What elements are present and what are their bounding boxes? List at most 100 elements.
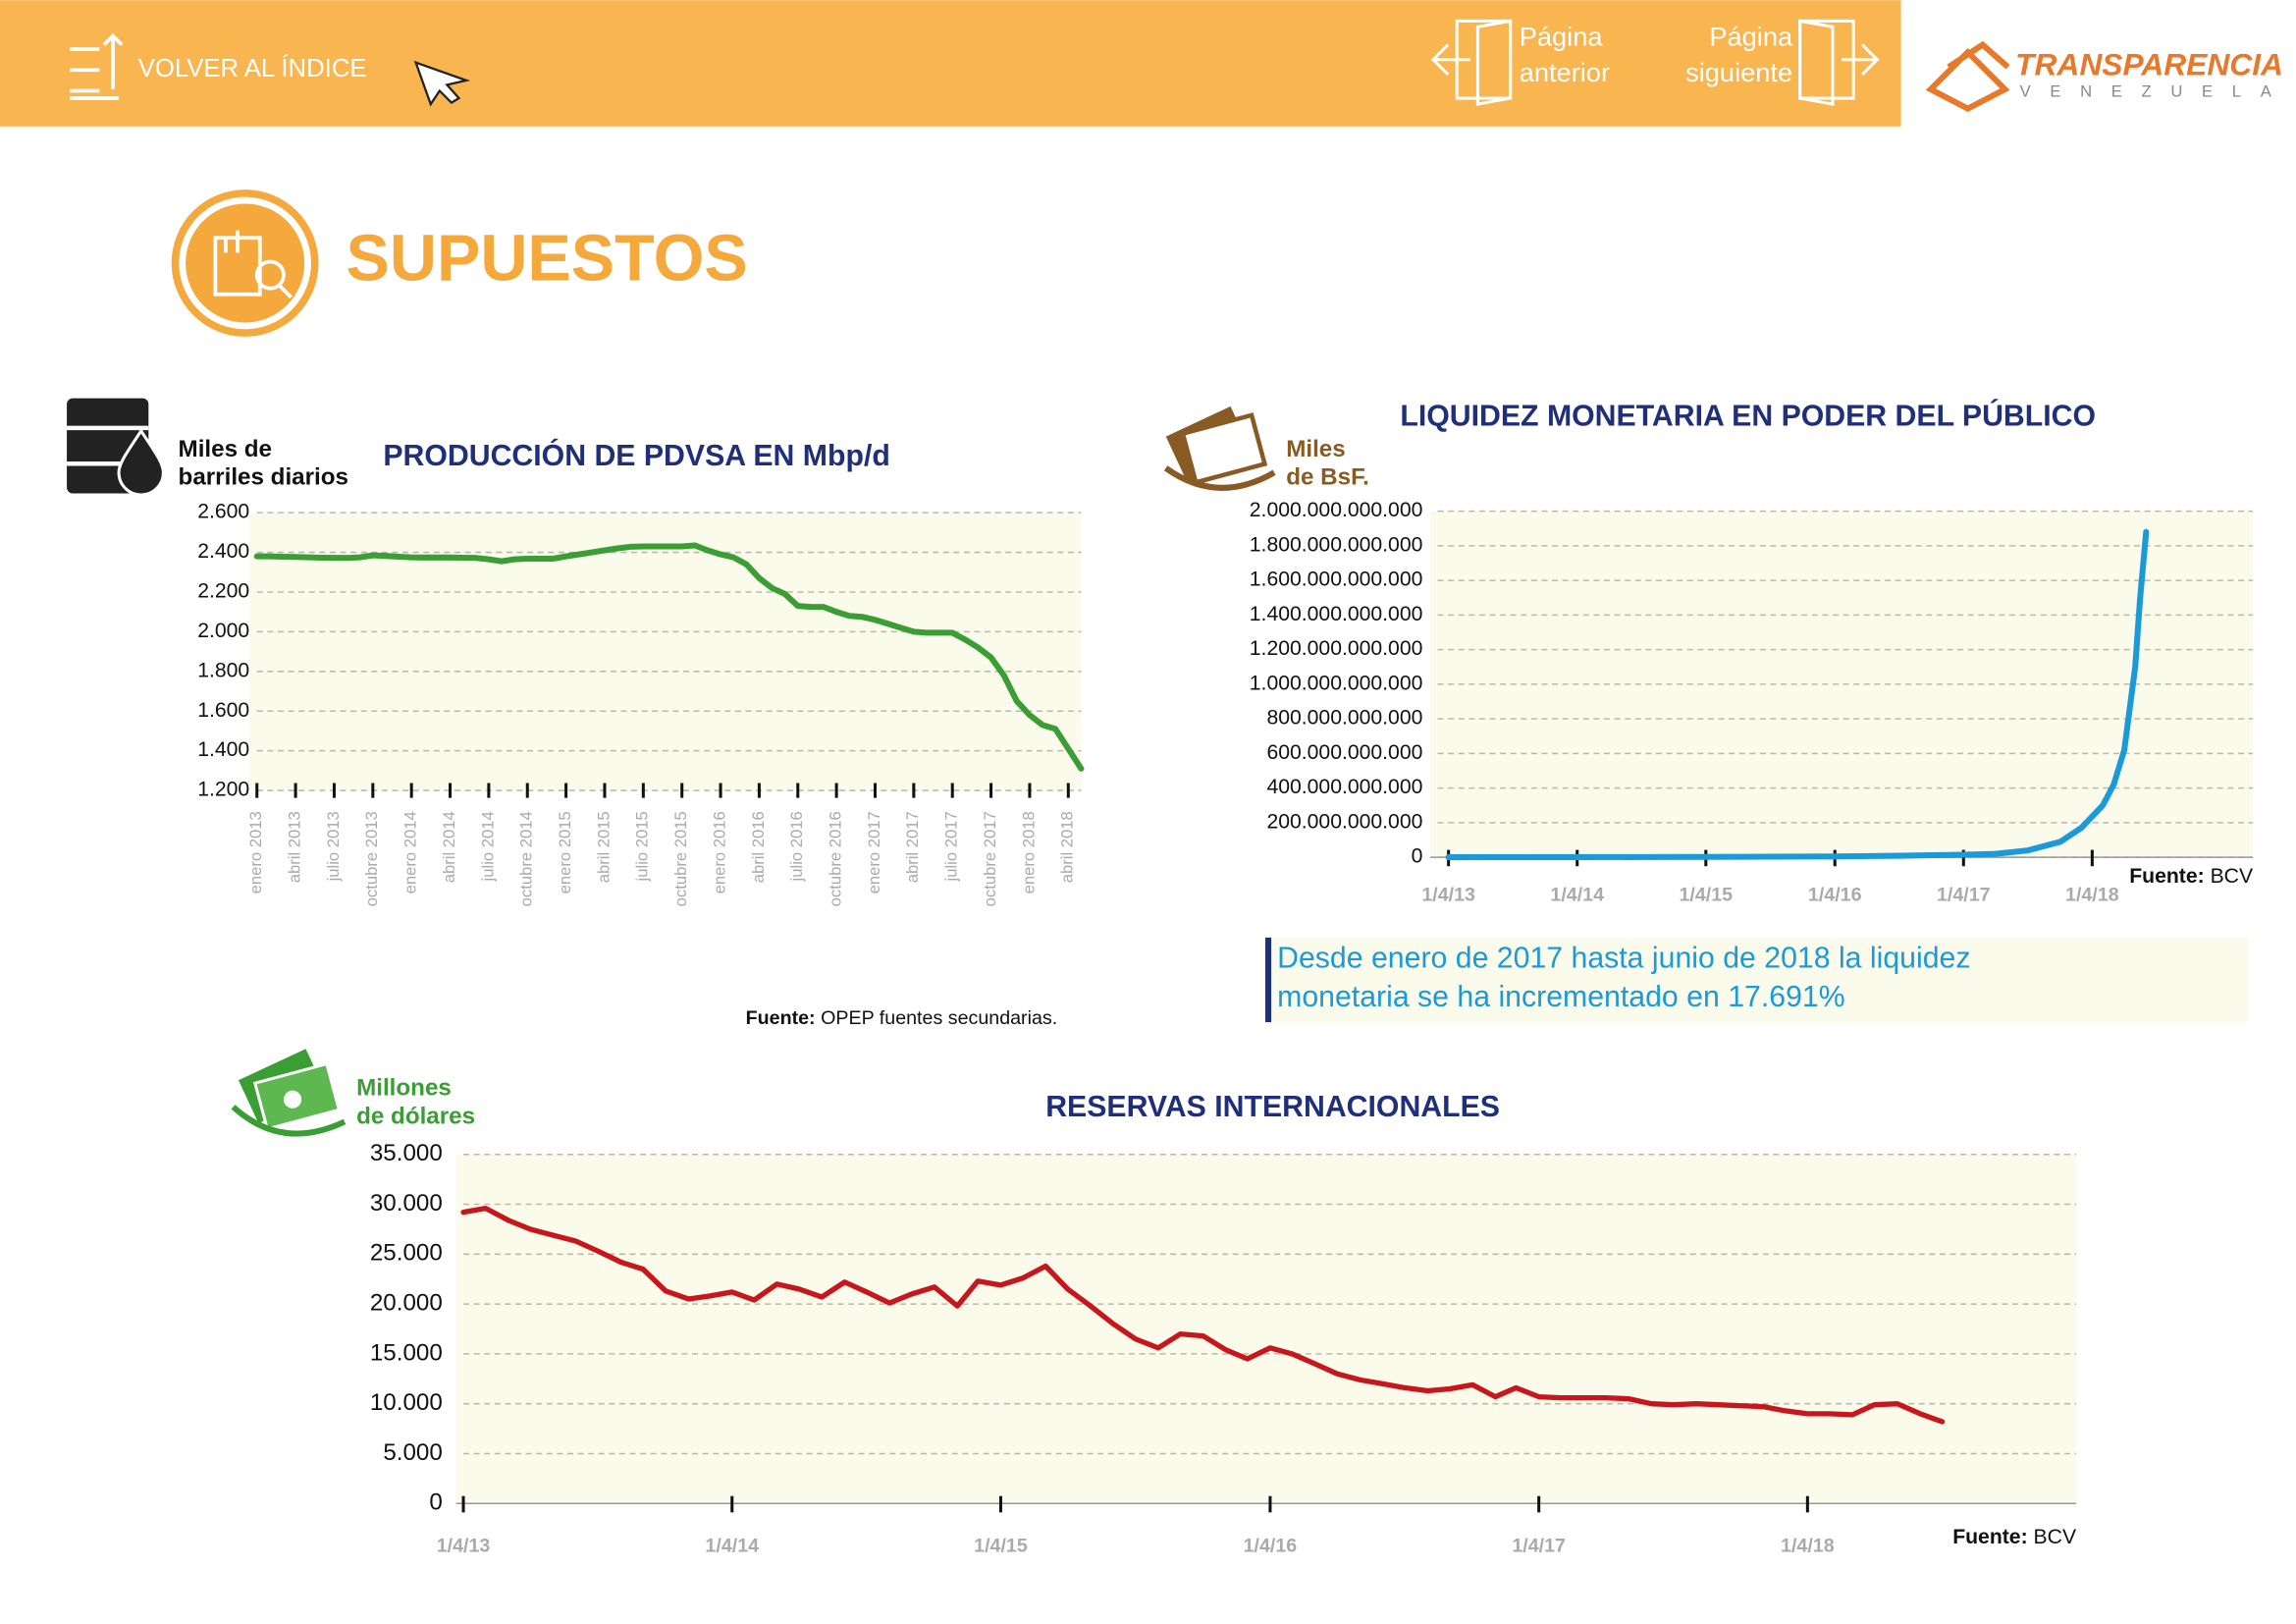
y-axis-label: Miles de [179,436,272,462]
source-part: Fuente: [2129,864,2204,887]
y-tick-label: 0 [1412,845,1423,868]
y-tick-label: 1.200.000.000.000 [1250,637,1423,660]
y-tick-label: 1.600 [197,699,249,722]
next-label[interactable]: Página [1709,22,1793,52]
prev-icon[interactable] [1430,19,1513,106]
y-tick-label: 30.000 [370,1190,443,1217]
barrel-icon [67,398,165,497]
x-tick-label: abril 2013 [285,811,303,883]
x-tick-label: julio 2016 [787,811,806,882]
bills-icon [1163,406,1276,491]
logo-icon [1925,40,2010,113]
y-tick-label: 2.000 [197,620,249,642]
x-tick-label: 1/4/16 [1808,885,1862,906]
y-axis-label: de BsF. [1286,464,1369,491]
source-part: OPEP fuentes secundarias. [821,1007,1057,1029]
x-tick-label: enero 2017 [865,811,883,893]
cursor-icon [413,60,471,107]
next-icon[interactable] [1798,19,1880,106]
source-part: Fuente: [1952,1526,2027,1548]
prev-label[interactable]: anterior [1520,57,1610,87]
y-tick-label: 800.000.000.000 [1266,707,1422,730]
back-link[interactable]: VOLVER AL ÍNDICE [138,54,367,82]
chart-title: PRODUCCIÓN DE PDVSA EN Mbp/d [383,439,890,472]
x-tick-label: abril 2016 [749,811,768,883]
chart-title: LIQUIDEZ MONETARIA EN PODER DEL PÚBLICO [1400,399,2096,432]
x-tick-label: abril 2015 [594,811,613,883]
y-tick-label: 400.000.000.000 [1266,776,1422,798]
logo-name: TRANSPARENCIA [2015,47,2283,82]
x-tick-label: octubre 2017 [981,811,999,906]
source-part: BCV [2034,1526,2077,1548]
data-line [1445,528,2150,861]
x-tick-label: 1/4/16 [1244,1535,1298,1556]
x-tick-label: abril 2017 [903,811,922,883]
note-bar [1265,937,1272,1023]
x-tick-label: enero 2014 [401,811,420,893]
next-label[interactable]: siguiente [1685,57,1792,87]
x-tick-label: enero 2016 [710,811,728,893]
chart-title: RESERVAS INTERNACIONALES [1045,1091,1500,1123]
x-tick-label: enero 2018 [1019,811,1038,893]
y-tick-label: 1.400 [197,738,249,761]
x-tick-label: 1/4/14 [705,1535,759,1556]
y-tick-label: 200.000.000.000 [1266,810,1422,833]
section-icon-glyph [213,230,293,299]
header-bar [0,0,1901,127]
source: Fuente: BCV [2129,864,2254,887]
x-tick-label: 1/4/13 [1421,885,1475,906]
y-tick-label: 10.000 [370,1389,443,1416]
logo-subname: VENEZUELA [2020,81,2291,100]
section-icon [186,203,305,323]
y-axis-label: Millones [356,1075,452,1102]
x-tick-label: 1/4/15 [974,1535,1028,1556]
note-text: monetaria se ha incrementado en 17.691% [1277,981,1844,1013]
x-tick-label: octubre 2014 [517,811,536,906]
x-tick-label: octubre 2015 [671,811,690,906]
y-tick-label: 2.600 [197,501,249,523]
source: Fuente: BCV [1952,1526,2077,1548]
prev-label[interactable]: Página [1520,22,1604,52]
x-tick-label: octubre 2016 [827,811,845,906]
y-tick-label: 1.800 [197,659,249,681]
x-tick-label: enero 2015 [556,811,574,893]
x-tick-label: julio 2013 [324,811,343,882]
x-tick-label: 1/4/18 [2065,885,2119,906]
y-tick-label: 5.000 [383,1439,443,1466]
y-axis-label: barriles diarios [179,464,348,491]
x-tick-label: octubre 2013 [362,811,381,906]
y-tick-label: 1.400.000.000.000 [1250,603,1423,625]
x-tick-label: 1/4/13 [437,1535,491,1556]
y-tick-label: 35.000 [370,1140,443,1166]
x-tick-label: enero 2013 [246,811,265,893]
y-tick-label: 1.800.000.000.000 [1250,533,1423,556]
data-line [460,1205,1946,1425]
section-title: SUPUESTOS [347,223,748,296]
dollars-icon [231,1049,347,1137]
section-icon-ring [171,189,319,337]
source-part: Fuente: [746,1007,816,1029]
x-tick-label: 1/4/18 [1781,1535,1835,1556]
y-tick-label: 15.000 [370,1339,443,1366]
x-tick-label: abril 2018 [1058,811,1077,883]
y-tick-label: 600.000.000.000 [1266,741,1422,764]
y-tick-label: 2.000.000.000.000 [1250,499,1423,521]
back-icon[interactable] [70,32,124,100]
note-text: Desde enero de 2017 hasta junio de 2018 … [1277,943,1970,975]
y-axis-label: de dólares [356,1103,475,1129]
y-tick-label: 25.000 [370,1240,443,1267]
data-line [253,542,1085,772]
x-tick-label: 1/4/17 [1937,885,1991,906]
plot-area [455,1154,2077,1504]
x-tick-label: julio 2015 [633,811,652,882]
note-box [1265,937,2249,1023]
y-tick-label: 20.000 [370,1289,443,1316]
y-axis-label: Miles [1286,436,1346,462]
source: Fuente: OPEP fuentes secundarias. [746,1007,1058,1029]
x-tick-label: julio 2014 [478,811,497,882]
y-tick-label: 2.200 [197,580,249,603]
y-tick-label: 1.000.000.000.000 [1250,672,1423,694]
y-tick-label: 2.400 [197,540,249,563]
